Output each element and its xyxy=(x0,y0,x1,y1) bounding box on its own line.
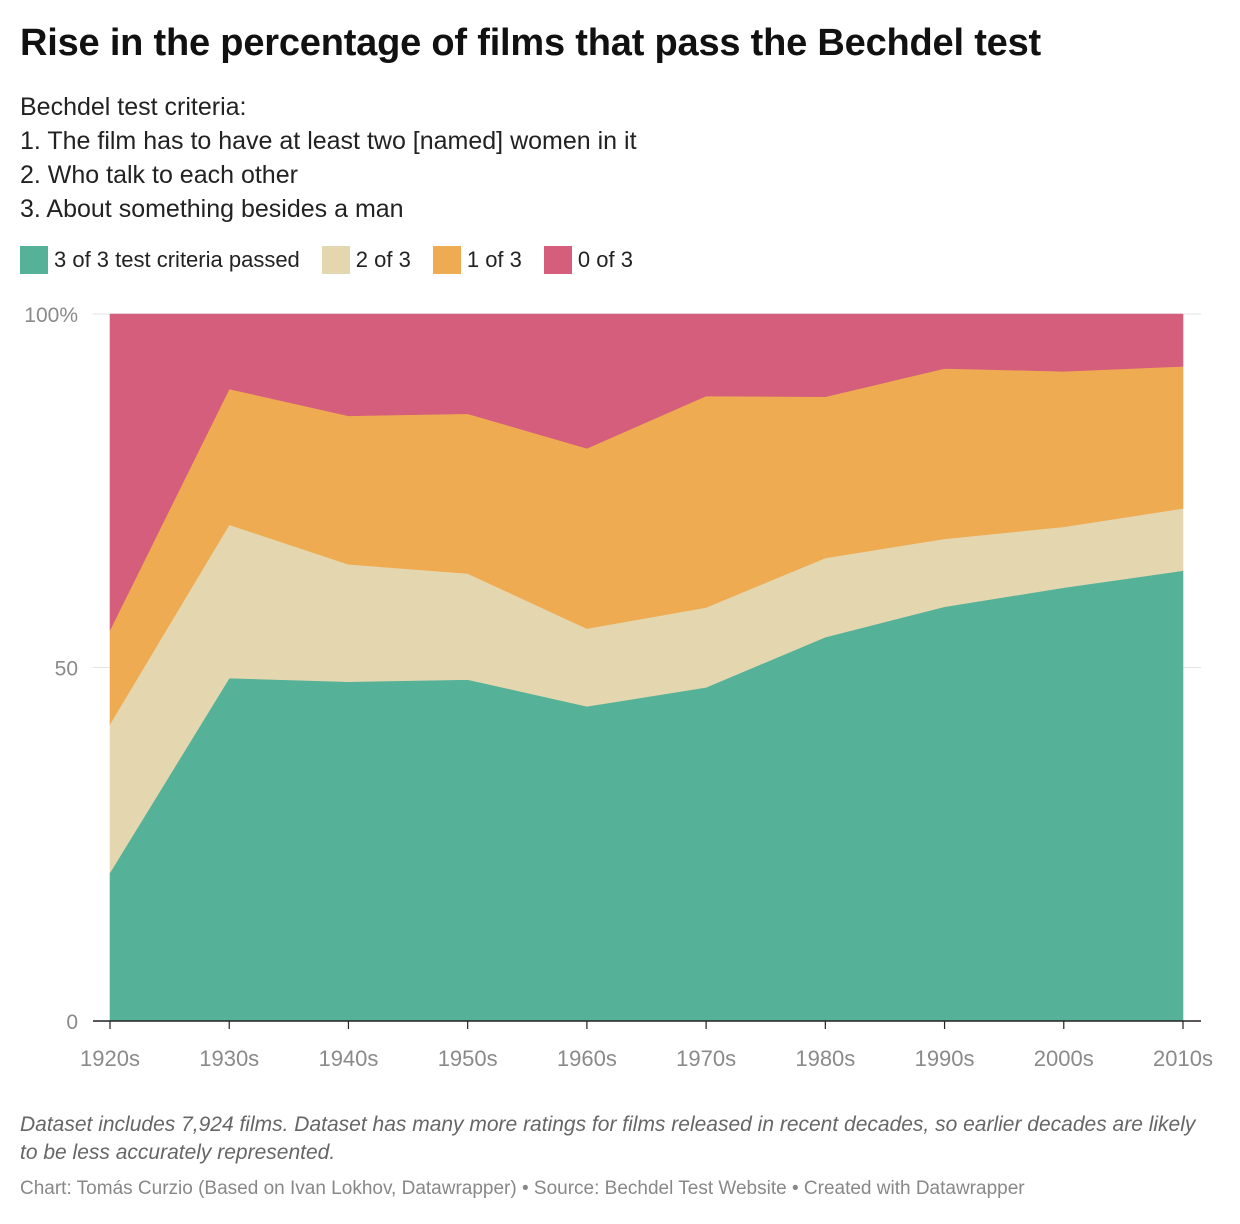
y-tick-label: 100% xyxy=(24,304,78,327)
subtitle-line: 2. Who talk to each other xyxy=(20,161,298,189)
legend-item-1-of-3: 1 of 3 xyxy=(432,246,522,274)
x-tick-label: 2000s xyxy=(1034,1046,1094,1071)
chart-subtitle: Bechdel test criteria: 1. The film has t… xyxy=(20,90,637,226)
area-series-4 xyxy=(109,313,1184,631)
x-tick-label: 1940s xyxy=(318,1046,378,1071)
legend-swatch xyxy=(543,246,572,274)
x-tick-label: 1930s xyxy=(199,1046,259,1071)
legend-label: 0 of 3 xyxy=(577,247,633,272)
area-series-group xyxy=(109,313,1184,1022)
legend-item-2-of-3: 2 of 3 xyxy=(321,246,411,274)
legend-swatch xyxy=(20,246,48,274)
x-tick-label: 2010s xyxy=(1153,1046,1213,1071)
x-tick-label: 1950s xyxy=(438,1046,498,1071)
x-tick-label: 1990s xyxy=(915,1046,975,1071)
subtitle-line: Bechdel test criteria: xyxy=(20,93,247,121)
legend-label: 3 of 3 test criteria passed xyxy=(54,247,300,272)
subtitle-line: 3. About something besides a man xyxy=(20,195,404,223)
x-tick-label: 1980s xyxy=(795,1046,855,1071)
chart-notes: Dataset includes 7,924 films. Dataset ha… xyxy=(20,1113,1196,1164)
x-tick-label: 1960s xyxy=(557,1046,617,1071)
x-tick-label: 1970s xyxy=(676,1046,736,1071)
legend-swatch xyxy=(321,246,350,274)
x-tick-label: 1920s xyxy=(80,1046,140,1071)
legend-label: 2 of 3 xyxy=(355,247,411,272)
legend-label: 1 of 3 xyxy=(466,247,522,272)
y-tick-label: 50 xyxy=(55,658,78,681)
legend-swatch xyxy=(432,246,461,274)
y-tick-label: 0 xyxy=(66,1011,78,1034)
chart-title: Rise in the percentage of films that pas… xyxy=(20,22,1041,64)
chart-legend: 3 of 3 test criteria passed 2 of 3 1 of … xyxy=(20,246,655,274)
legend-item-3-of-3: 3 of 3 test criteria passed xyxy=(20,246,300,274)
chart-credits: Chart: Tomás Curzio (Based on Ivan Lokho… xyxy=(20,1178,1025,1199)
subtitle-line: 1. The film has to have at least two [na… xyxy=(20,127,637,155)
legend-item-0-of-3: 0 of 3 xyxy=(543,246,633,274)
